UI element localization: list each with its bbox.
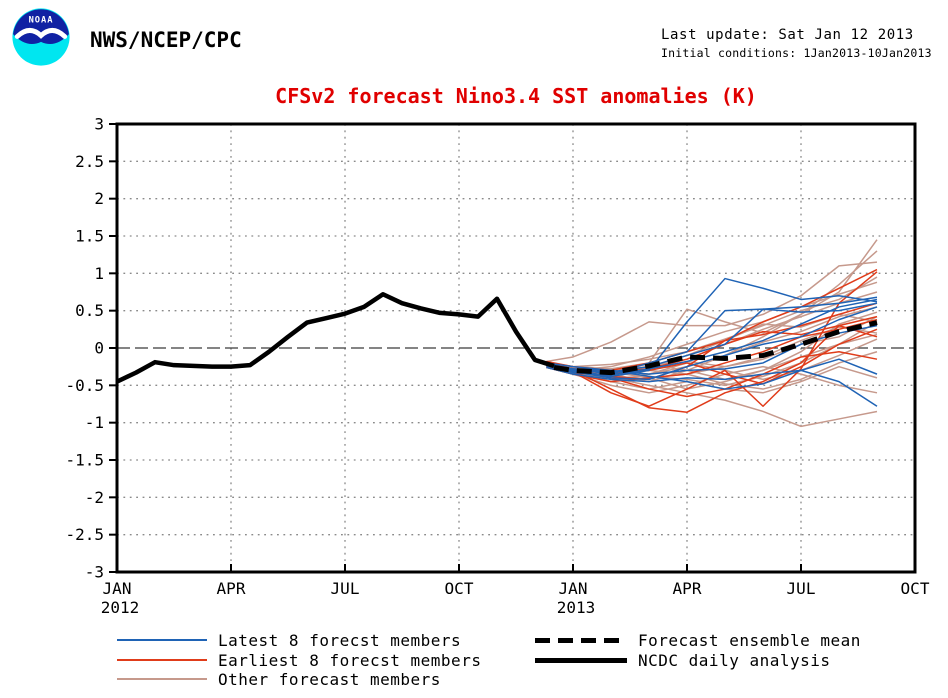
latest8-line-swatch (117, 639, 207, 641)
x-tick-label: JAN (103, 579, 132, 598)
earliest8-line-swatch (117, 659, 207, 661)
logo-sky-shape (13, 9, 69, 45)
y-tick-label: -1.5 (65, 451, 104, 470)
legend-label: Latest 8 forecst members (218, 630, 462, 650)
y-tick-label: 2 (94, 189, 104, 208)
member-line (546, 366, 878, 407)
legend-label: Earliest 8 forecst members (218, 650, 482, 670)
x-year-label: 2013 (557, 598, 596, 617)
member-line (546, 298, 878, 376)
y-tick-label: -1 (85, 413, 104, 432)
member-line (546, 261, 878, 363)
last-update: Last update: Sat Jan 12 2013 (661, 27, 914, 43)
logo-noaa-text: NOAA (29, 15, 54, 25)
x-tick-label: JAN (559, 579, 588, 598)
y-tick-label: 3 (94, 115, 104, 134)
legend-item-earliest8: Earliest 8 forecst members (117, 650, 482, 670)
legend-item-ensemble-mean: Forecast ensemble mean (535, 630, 861, 650)
legend-label: Forecast ensemble mean (638, 630, 861, 650)
observed-line (116, 291, 555, 384)
analysis-line-swatch (535, 657, 627, 663)
y-tick-label: -3 (85, 563, 104, 582)
x-year-label: 2012 (101, 598, 140, 617)
other-line-swatch (117, 678, 207, 680)
mean-line-swatch (535, 637, 627, 643)
member-line (546, 324, 878, 375)
legend-label: NCDC daily analysis (638, 650, 831, 670)
y-tick-label: 1.5 (75, 227, 104, 246)
legend-item-other: Other forecast members (117, 669, 441, 689)
x-tick-label: APR (673, 579, 702, 598)
logo-gull-icon (14, 28, 68, 39)
noaa-logo: NOAA (10, 6, 72, 68)
y-tick-label: -0.5 (65, 376, 104, 395)
member-line (546, 271, 878, 407)
member-line (546, 306, 878, 381)
chart-title: CFSv2 forecast Nino3.4 SST anomalies (K) (275, 84, 757, 108)
x-tick-label: APR (217, 579, 246, 598)
y-tick-label: -2 (85, 488, 104, 507)
member-line (546, 318, 878, 383)
x-tick-label: OCT (901, 579, 930, 598)
legend-item-latest8: Latest 8 forecst members (117, 630, 462, 650)
noaa-logo-svg: NOAA (12, 8, 70, 66)
initial-conditions: Initial conditions: 1Jan2013-10Jan2013 (661, 46, 932, 60)
member-line (546, 302, 878, 373)
member-line (546, 358, 878, 390)
update-info: Last update: Sat Jan 12 2013 Initial con… (661, 27, 932, 60)
y-tick-label: 2.5 (75, 152, 104, 171)
member-line (546, 315, 878, 413)
legend-label: Other forecast members (218, 669, 441, 689)
y-tick-label: 0 (94, 339, 104, 358)
x-tick-label: JUL (331, 579, 360, 598)
x-tick-label: JUL (787, 579, 816, 598)
x-tick-label: OCT (445, 579, 474, 598)
y-tick-label: 1 (94, 264, 104, 283)
agency-title: NWS/NCEP/CPC (90, 28, 242, 52)
legend-item-ncdc-analysis: NCDC daily analysis (535, 650, 831, 670)
y-tick-label: 0.5 (75, 301, 104, 320)
y-tick-label: -2.5 (65, 525, 104, 544)
